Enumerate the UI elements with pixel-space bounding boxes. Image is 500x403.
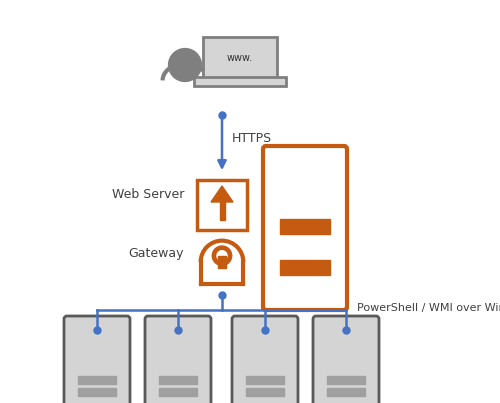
FancyBboxPatch shape (194, 77, 286, 86)
FancyBboxPatch shape (197, 180, 247, 230)
Circle shape (216, 250, 228, 262)
FancyBboxPatch shape (263, 146, 347, 310)
Bar (246, 388, 284, 396)
FancyBboxPatch shape (64, 316, 130, 403)
FancyBboxPatch shape (203, 37, 277, 79)
Bar (160, 376, 196, 384)
Bar (280, 260, 330, 275)
FancyBboxPatch shape (232, 316, 298, 403)
Polygon shape (211, 186, 233, 202)
Text: www.: www. (227, 53, 253, 63)
FancyBboxPatch shape (313, 316, 379, 403)
Bar (328, 376, 364, 384)
Bar (218, 256, 226, 268)
FancyBboxPatch shape (145, 316, 211, 403)
Text: Web Server: Web Server (112, 189, 184, 202)
Circle shape (212, 245, 233, 266)
Bar (160, 388, 196, 396)
Bar (280, 219, 330, 234)
Text: HTTPS: HTTPS (232, 133, 272, 145)
Bar (78, 388, 116, 396)
Text: PowerShell / WMI over WinRM: PowerShell / WMI over WinRM (357, 303, 500, 313)
Text: Gateway: Gateway (128, 247, 184, 260)
Bar (78, 376, 116, 384)
Circle shape (170, 50, 200, 81)
Bar (328, 388, 364, 396)
Bar (220, 201, 224, 220)
Bar (246, 376, 284, 384)
